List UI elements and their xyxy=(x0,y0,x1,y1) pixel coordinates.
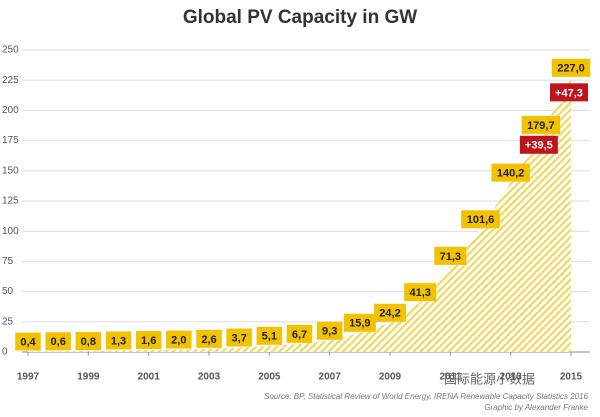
label-box xyxy=(15,332,41,351)
label-box xyxy=(521,115,561,134)
y-tick-label: 50 xyxy=(2,286,14,297)
value-label: 179,7 xyxy=(527,120,555,132)
y-tick-label: 25 xyxy=(2,316,14,327)
label-box xyxy=(343,313,376,332)
label-box xyxy=(75,332,102,351)
label-box xyxy=(196,329,222,348)
label-box xyxy=(434,246,467,265)
y-tick-label: 150 xyxy=(2,165,19,176)
x-tick-label: 2009 xyxy=(379,372,402,383)
value-label: 101,6 xyxy=(467,214,495,226)
x-tick-label: 2007 xyxy=(319,372,342,383)
x-tick-label: 2005 xyxy=(258,372,281,383)
label-box xyxy=(135,331,162,350)
annotation-box xyxy=(550,83,588,102)
label-box xyxy=(491,163,530,182)
label-box xyxy=(316,321,343,340)
annotation-box xyxy=(519,135,558,154)
value-label: 0,4 xyxy=(20,336,36,348)
y-tick-label: 125 xyxy=(2,196,19,207)
y-tick-label: 0 xyxy=(2,347,8,358)
x-tick-label: 2011 xyxy=(439,372,461,383)
y-tick-label: 200 xyxy=(2,105,19,116)
label-box xyxy=(551,58,591,77)
source: Source: BP, Statistical Review of World … xyxy=(264,392,589,401)
area xyxy=(28,77,571,352)
label-box xyxy=(226,328,252,347)
y-tick-label: 175 xyxy=(2,135,19,146)
y-tick-label: 225 xyxy=(2,75,19,86)
value-label: 5,1 xyxy=(262,331,277,343)
label-box xyxy=(256,326,283,345)
value-label: 2,6 xyxy=(201,334,216,346)
value-label: 6,7 xyxy=(292,329,307,341)
label-box xyxy=(374,303,406,322)
y-tick-label: 250 xyxy=(2,45,19,56)
value-label: 15,9 xyxy=(349,318,370,330)
value-label: 1,6 xyxy=(141,335,156,347)
value-label: 24,2 xyxy=(379,308,400,320)
x-tick-label: 2015 xyxy=(560,372,583,383)
label-box xyxy=(404,283,437,302)
x-tick-label: 2003 xyxy=(198,372,221,383)
value-label: 0,6 xyxy=(51,336,66,348)
label-box xyxy=(45,332,71,351)
value-label: 41,3 xyxy=(409,287,430,299)
annotation: +47,3 xyxy=(555,87,583,99)
y-tick-label: 100 xyxy=(2,226,19,237)
x-tick-label: 1997 xyxy=(17,372,40,383)
credit: Graphic by Alexander Franke xyxy=(484,403,588,412)
label-box xyxy=(286,324,313,343)
value-label: 2,0 xyxy=(171,334,186,346)
label-box xyxy=(105,331,132,350)
chart-title: Global PV Capacity in GW xyxy=(183,7,417,28)
x-tick-label: 2001 xyxy=(138,372,161,383)
value-label: 0,8 xyxy=(81,336,96,348)
annotation: +39,5 xyxy=(525,140,553,152)
y-tick-label: 75 xyxy=(2,256,14,267)
value-label: 1,3 xyxy=(111,335,126,347)
value-label: 140,2 xyxy=(497,168,525,180)
watermark: 国际能源小数据 xyxy=(444,371,535,386)
x-tick-label: 2013 xyxy=(500,372,523,383)
value-label: 9,3 xyxy=(322,326,337,338)
value-label: 3,7 xyxy=(232,332,247,344)
value-label: 227,0 xyxy=(557,63,585,75)
label-box xyxy=(166,330,192,349)
x-tick-label: 1999 xyxy=(77,372,100,383)
label-box xyxy=(461,210,500,229)
value-label: 71,3 xyxy=(440,251,461,263)
